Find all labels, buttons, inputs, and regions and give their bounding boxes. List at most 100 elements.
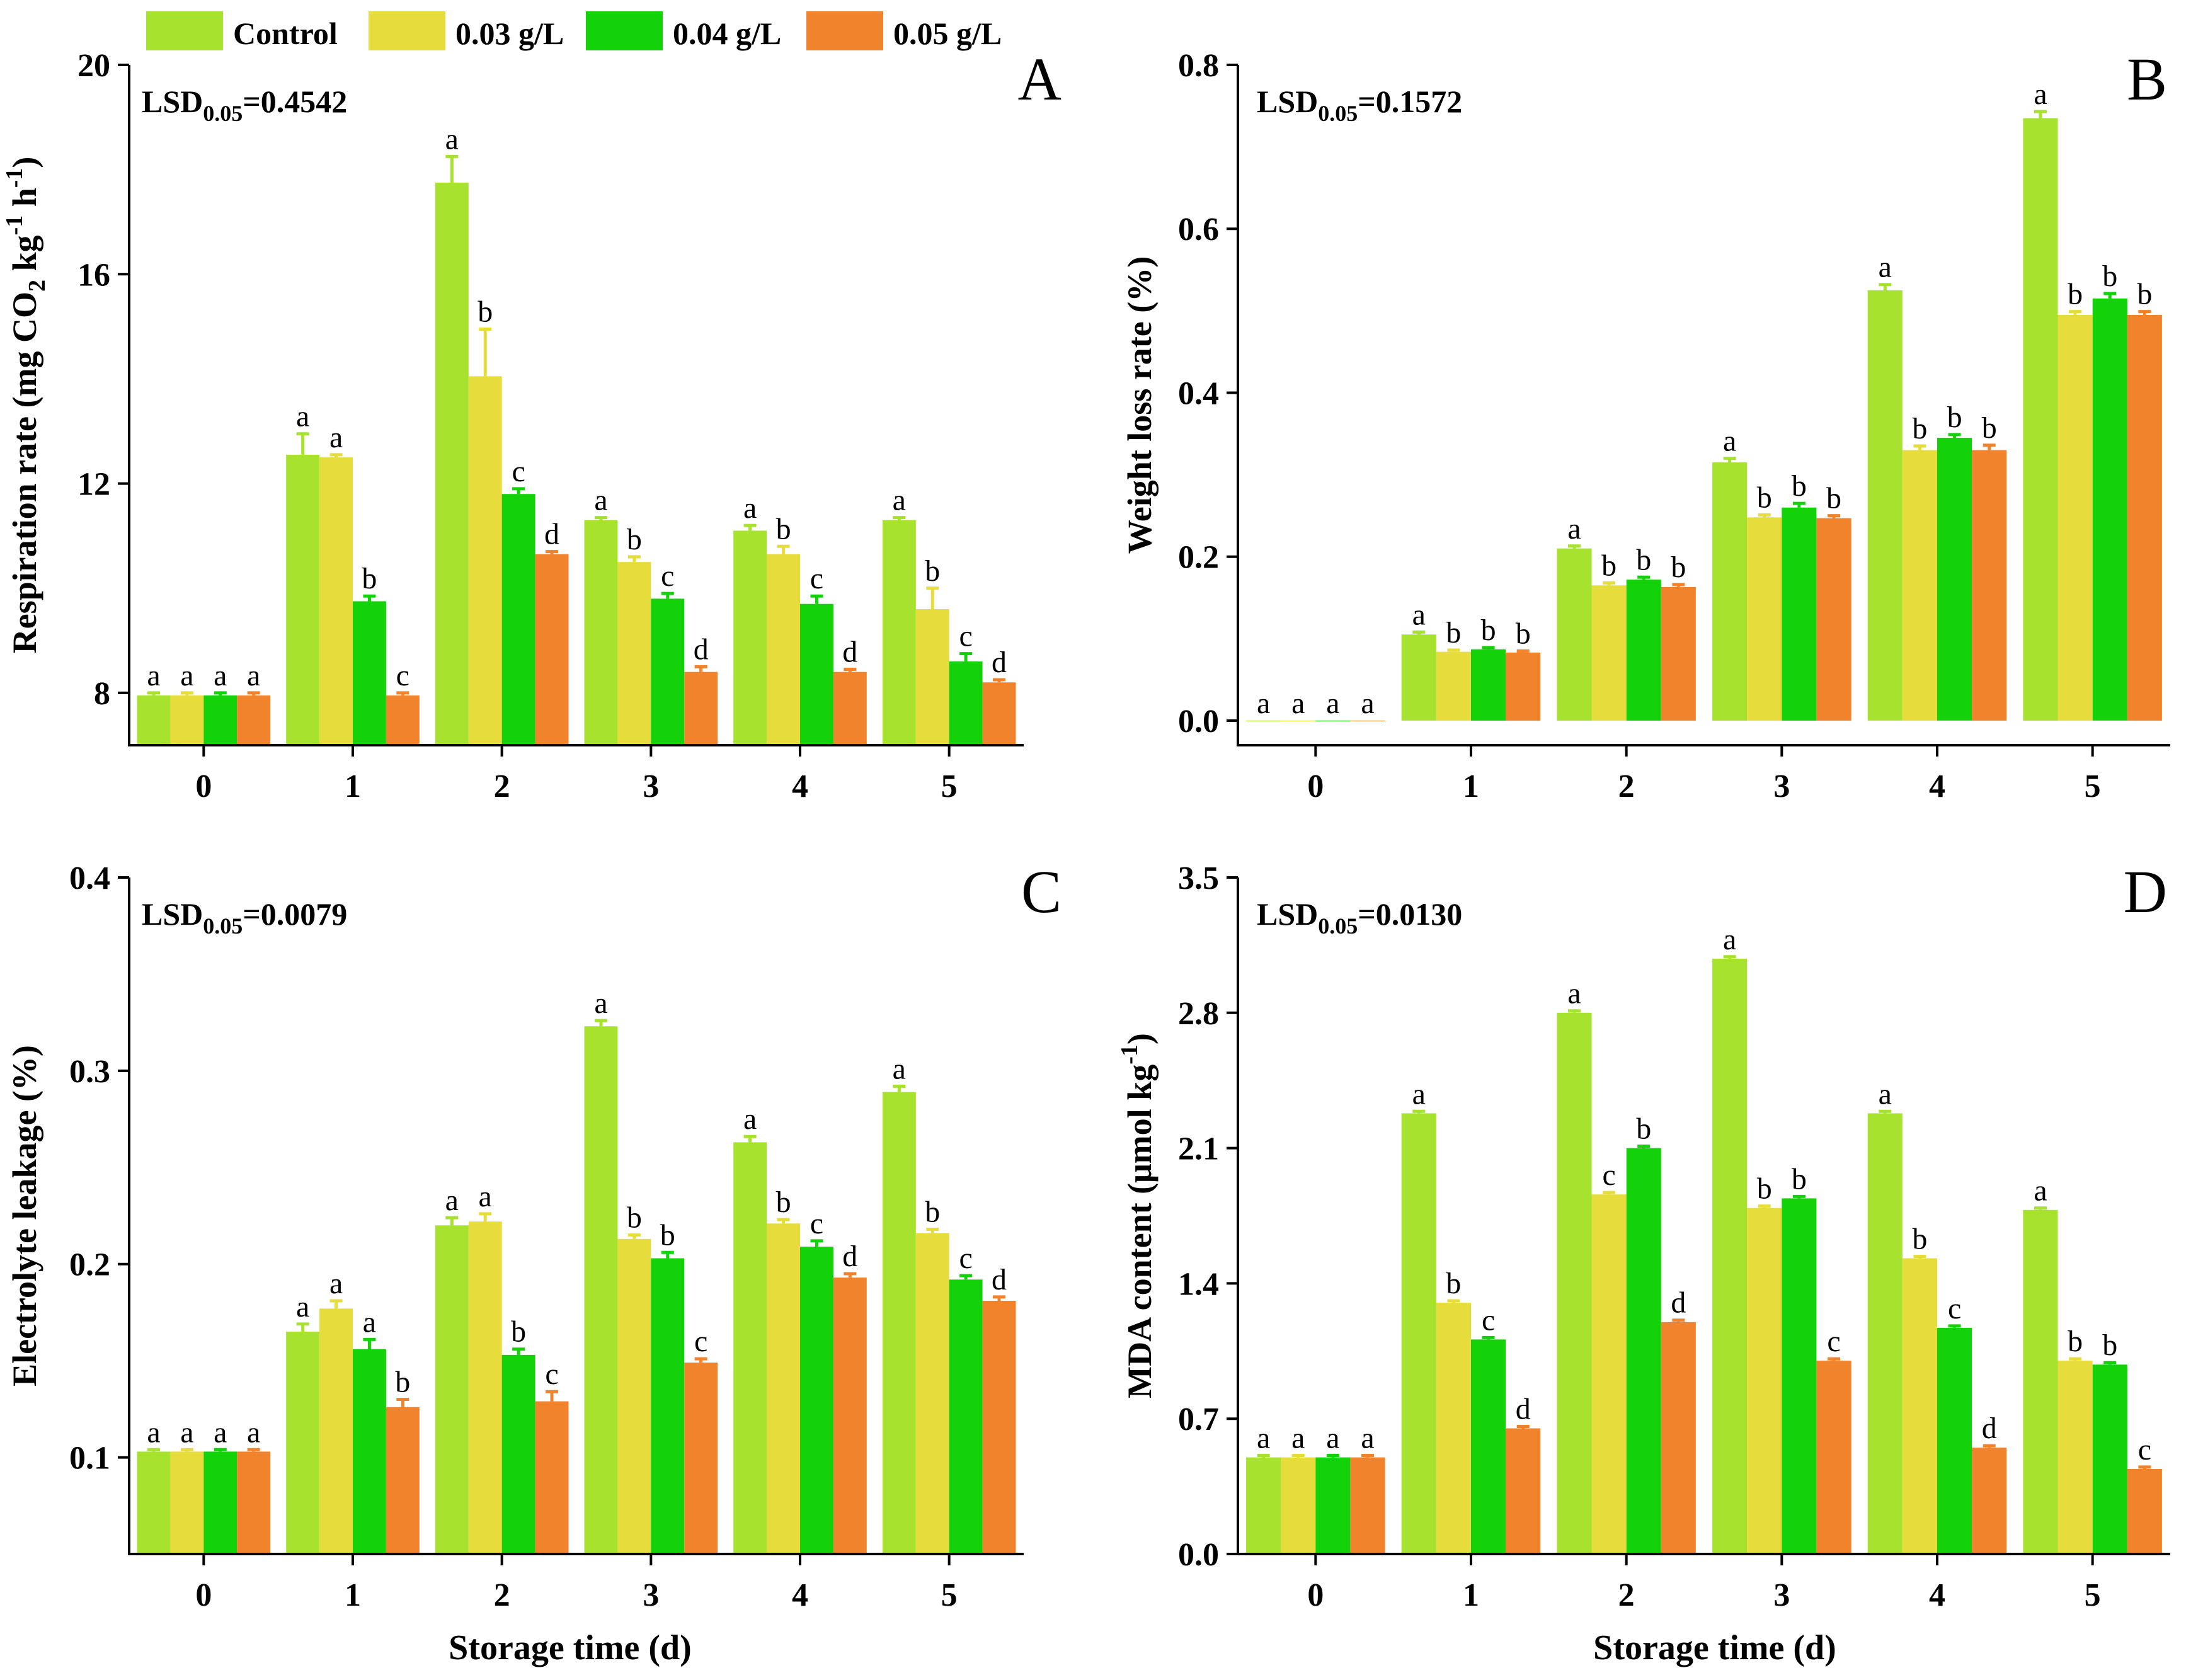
lsd-prefix: LSD xyxy=(1257,896,1318,932)
y-tick-label: 1.4 xyxy=(1178,1266,1219,1302)
bar xyxy=(468,376,502,745)
significance-letter: c xyxy=(959,620,972,653)
significance-letter: d xyxy=(842,1240,857,1273)
y-axis-label-part: Weight loss rate (%) xyxy=(1121,256,1159,554)
bar xyxy=(353,1349,386,1554)
significance-letter: a xyxy=(147,1415,160,1449)
lsd-subscript: 0.05 xyxy=(203,913,243,939)
bar xyxy=(1626,580,1661,721)
bar xyxy=(501,1354,535,1554)
lsd-subscript: 0.05 xyxy=(203,101,243,126)
significance-letter: a xyxy=(1326,1422,1339,1455)
bar xyxy=(2023,1209,2058,1554)
y-axis-label-part: ) xyxy=(6,157,43,168)
y-tick-label: 0.6 xyxy=(1178,212,1219,248)
x-tick-label: 0 xyxy=(1307,769,1324,804)
y-tick-label: 0.7 xyxy=(1178,1402,1219,1437)
bar xyxy=(1281,1457,1316,1554)
bar xyxy=(584,1026,618,1554)
significance-letter: a xyxy=(329,421,343,454)
x-tick-label: 4 xyxy=(1929,769,1945,804)
x-tick-label: 3 xyxy=(643,769,659,804)
bar xyxy=(1471,1339,1506,1554)
bar xyxy=(617,562,651,745)
y-tick-label: 0.2 xyxy=(1178,540,1219,576)
bar xyxy=(1626,1148,1661,1554)
y-tick-label: 2.1 xyxy=(1178,1131,1219,1167)
x-tick-label: 1 xyxy=(1463,769,1479,804)
y-tick-label: 3.5 xyxy=(1178,860,1219,896)
bar xyxy=(1972,450,2007,721)
significance-letter: b xyxy=(2137,278,2152,311)
significance-letter: b xyxy=(2102,260,2117,293)
bar xyxy=(1557,1012,1592,1554)
x-tick-label: 2 xyxy=(1618,769,1635,804)
bar xyxy=(286,1332,320,1554)
lsd-annotation: LSD0.05=0.0079 xyxy=(142,896,347,939)
axis-frame xyxy=(1237,65,2170,746)
bar xyxy=(1867,1113,1903,1554)
y-axis-label-part: -1 xyxy=(1,168,28,188)
significance-letter: b xyxy=(1912,1222,1927,1255)
legend-item: 0.03 g/L xyxy=(369,11,564,51)
x-tick-label: 1 xyxy=(345,1577,361,1613)
bar xyxy=(1591,1194,1627,1554)
significance-letter: c xyxy=(694,1325,707,1358)
significance-letter: b xyxy=(395,1366,410,1399)
bar xyxy=(651,598,685,745)
bar xyxy=(1782,1198,1817,1554)
significance-letter: b xyxy=(478,295,493,329)
significance-letter: b xyxy=(2068,278,2083,311)
y-tick-label: 0.1 xyxy=(69,1441,110,1477)
y-axis-label-part: Electrolyte leakage (%) xyxy=(6,1045,43,1386)
x-tick-label: 5 xyxy=(941,1577,958,1613)
significance-letter: a xyxy=(743,1102,757,1136)
significance-letter: c xyxy=(810,1207,823,1240)
significance-letter: a xyxy=(180,1415,193,1449)
significance-letter: a xyxy=(214,1415,227,1449)
y-tick-label: 0.0 xyxy=(1178,1537,1219,1573)
legend-swatch xyxy=(146,11,223,50)
bar xyxy=(915,1233,949,1554)
legend-item: 0.05 g/L xyxy=(806,11,1002,51)
significance-letter: a xyxy=(1723,923,1736,956)
significance-letter: b xyxy=(660,1218,675,1252)
bar xyxy=(1436,651,1471,721)
bar xyxy=(833,1277,867,1554)
lsd-value: =0.4542 xyxy=(243,84,347,119)
y-axis-label: Electrolyte leakage (%) xyxy=(6,1045,43,1386)
bar xyxy=(733,1142,767,1554)
bar xyxy=(800,603,833,745)
significance-letter: b xyxy=(627,523,642,556)
significance-letter: b xyxy=(1912,412,1927,445)
significance-letter: a xyxy=(147,659,160,692)
x-tick-label: 2 xyxy=(494,769,510,804)
bar xyxy=(435,1225,469,1554)
bar xyxy=(1972,1448,2007,1554)
significance-letter: b xyxy=(511,1315,526,1349)
significance-letter: b xyxy=(2068,1325,2083,1358)
bar xyxy=(237,695,271,745)
x-tick-label: 2 xyxy=(1618,1577,1635,1613)
significance-letter: a xyxy=(247,659,260,692)
bar xyxy=(1661,586,1696,721)
significance-letter: b xyxy=(1982,411,1997,445)
lsd-prefix: LSD xyxy=(142,896,203,932)
legend-swatch xyxy=(369,11,445,50)
bar xyxy=(2127,314,2162,721)
significance-letter: a xyxy=(1412,598,1426,631)
y-tick-label: 8 xyxy=(94,676,110,712)
significance-letter: c xyxy=(810,562,823,595)
x-tick-label: 5 xyxy=(2085,1577,2101,1613)
significance-letter: a xyxy=(180,659,193,692)
bar xyxy=(1937,1328,1972,1554)
significance-letter: a xyxy=(479,1180,492,1213)
bar xyxy=(1937,438,1972,721)
bar xyxy=(584,520,618,745)
x-axis-label-right: Storage time (d) xyxy=(1593,1628,1836,1667)
bar xyxy=(137,695,171,745)
bar xyxy=(1867,290,1903,721)
significance-letter: d xyxy=(1982,1412,1997,1445)
